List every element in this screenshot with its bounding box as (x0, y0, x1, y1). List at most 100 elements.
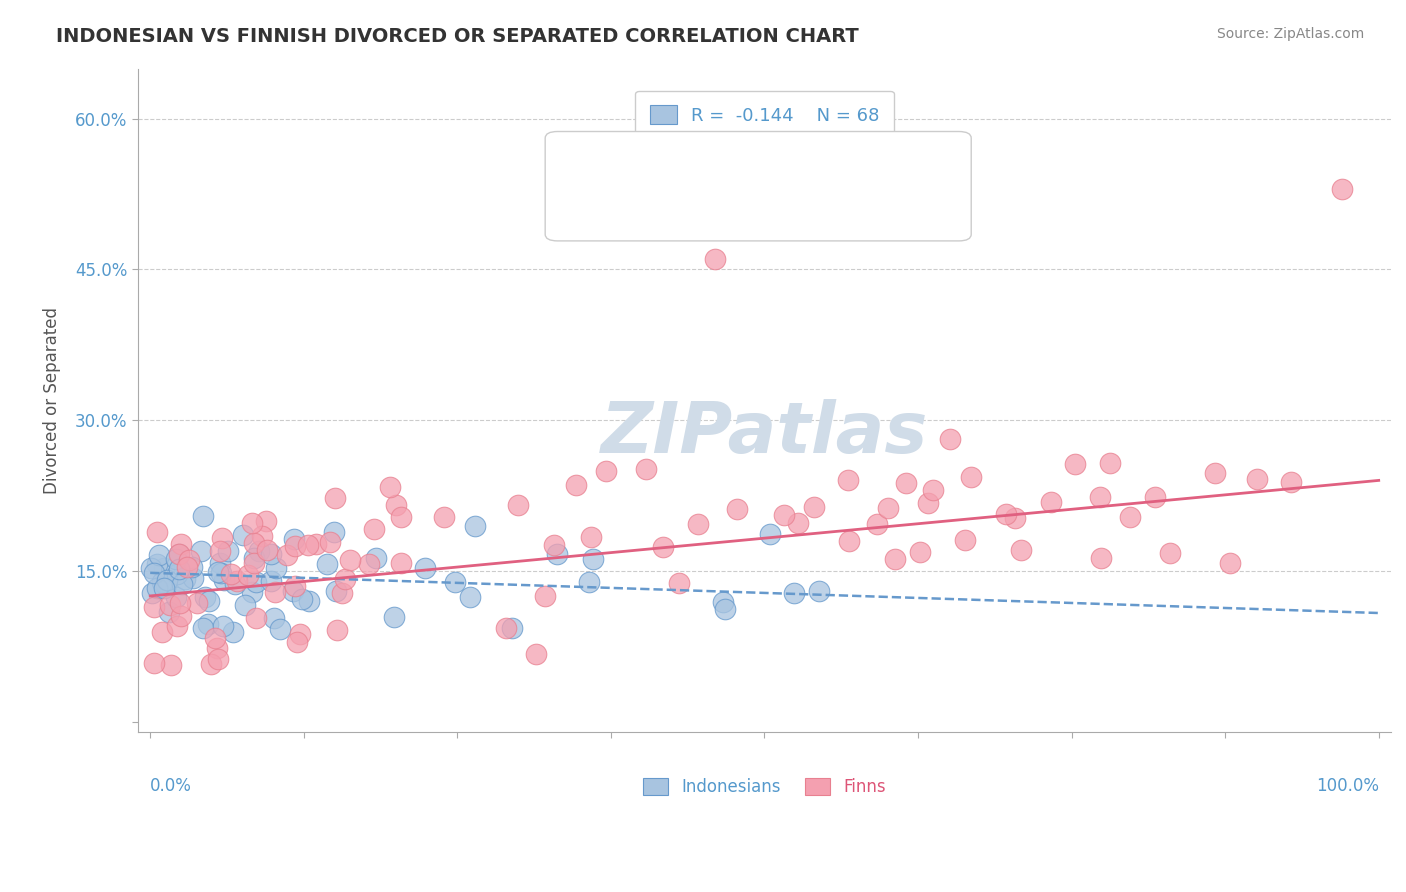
Point (155, 573, 177, 587)
Point (711, 595, 734, 609)
Point (433, 509, 456, 524)
Point (254, 515, 277, 529)
Point (209, 543, 232, 558)
Point (284, 579, 307, 593)
Point (508, 498, 530, 512)
Point (269, 622, 291, 636)
Point (413, 561, 436, 575)
Point (212, 574, 235, 588)
Point (179, 553, 201, 567)
Point (866, 517, 889, 532)
Point (169, 596, 191, 610)
Point (939, 432, 962, 446)
Point (326, 623, 349, 637)
Point (578, 574, 600, 589)
Point (1246, 472, 1268, 486)
Point (245, 575, 267, 590)
Point (243, 556, 266, 570)
Point (197, 617, 219, 632)
Point (263, 585, 285, 599)
FancyBboxPatch shape (546, 131, 972, 241)
Point (232, 528, 254, 542)
Point (1010, 543, 1032, 558)
Point (146, 581, 169, 595)
Point (524, 647, 547, 661)
Point (1004, 511, 1026, 525)
Point (211, 619, 233, 633)
Point (222, 625, 245, 640)
Point (543, 538, 565, 552)
Point (838, 534, 860, 549)
Point (298, 594, 321, 608)
Point (260, 547, 283, 561)
Point (197, 594, 219, 608)
Point (155, 578, 177, 592)
Point (582, 552, 605, 566)
Point (217, 543, 239, 558)
Point (285, 635, 308, 649)
Point (204, 632, 226, 646)
Point (335, 572, 357, 586)
Point (250, 529, 273, 543)
Point (157, 605, 180, 619)
Point (389, 509, 412, 524)
Point (464, 519, 486, 533)
Point (1090, 490, 1112, 504)
Point (172, 577, 194, 591)
Point (443, 574, 465, 589)
Legend: Indonesians, Finns: Indonesians, Finns (636, 772, 893, 803)
Point (995, 507, 1018, 521)
Point (315, 557, 337, 571)
Point (773, 508, 796, 522)
Point (242, 550, 264, 565)
Point (339, 553, 361, 567)
Point (148, 549, 170, 563)
Point (686, 516, 709, 531)
Point (167, 547, 190, 561)
Point (323, 491, 346, 506)
Point (1279, 475, 1302, 489)
Point (1219, 556, 1241, 570)
Point (266, 561, 288, 575)
Point (276, 548, 298, 562)
Point (263, 611, 285, 625)
Point (803, 500, 825, 514)
Point (330, 586, 353, 600)
Point (953, 533, 976, 547)
Point (1098, 456, 1121, 470)
Point (247, 544, 270, 558)
Point (283, 583, 305, 598)
Point (291, 592, 314, 607)
Point (725, 502, 748, 516)
Point (142, 600, 165, 615)
Point (380, 479, 402, 493)
Point (534, 589, 557, 603)
Point (366, 551, 388, 566)
Point (165, 590, 187, 604)
Point (877, 501, 900, 516)
Point (211, 531, 233, 545)
Point (595, 464, 617, 478)
Point (704, 252, 727, 267)
Point (207, 565, 229, 579)
Point (193, 590, 215, 604)
Point (787, 516, 810, 530)
Point (142, 657, 165, 671)
Point (238, 567, 260, 582)
Point (758, 527, 780, 541)
Point (1144, 490, 1167, 504)
Point (325, 583, 347, 598)
Point (297, 538, 319, 552)
Point (150, 574, 173, 589)
Point (389, 557, 412, 571)
Point (167, 562, 190, 576)
Point (226, 574, 249, 588)
Point (357, 557, 380, 571)
Point (921, 483, 943, 497)
Point (219, 567, 242, 582)
Point (233, 598, 256, 612)
Text: ZIPatlas: ZIPatlas (600, 399, 928, 467)
Point (651, 540, 673, 554)
Point (959, 470, 981, 484)
Point (458, 591, 481, 605)
